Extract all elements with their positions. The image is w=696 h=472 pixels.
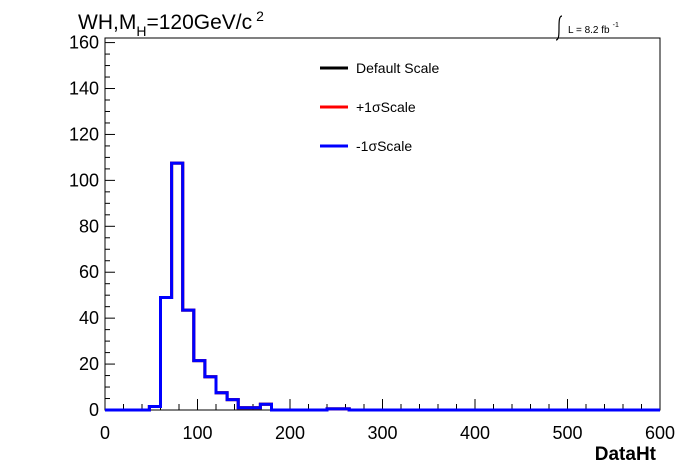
y-axis: 0 20 40 60 80 100 120 140 160 [69,33,115,420]
series-0-step-line [105,161,660,412]
series-1-step-line [105,161,660,412]
x-tick-label: 100 [182,423,212,443]
chart-title-sup: 2 [256,8,264,24]
x-tick-label: 600 [645,423,675,443]
x-tick-label: 300 [367,423,397,443]
luminosity-text: L = 8.2 fb [568,25,610,36]
luminosity-sup: -1 [613,22,619,29]
x-axis: 0 100 200 300 400 500 600 [100,399,675,443]
x-tick-label: 500 [552,423,582,443]
chart-title-rest: =120GeV/c [146,11,252,34]
x-tick-label: 0 [100,423,110,443]
x-tick-label: 200 [275,423,305,443]
y-tick-label: 100 [69,170,99,190]
series-layer [105,161,660,412]
svg-text:L = 8.2 fb-1: L = 8.2 fb -1 [568,22,619,36]
y-tick-label: 80 [79,216,99,236]
y-tick-label: 120 [69,124,99,144]
plot-frame [104,37,661,411]
chart-title: WH,MH=120GeV/c 2 [78,8,264,39]
y-tick-label: 0 [89,400,99,420]
y-tick-label: 20 [79,354,99,374]
x-axis-label: DataHt [595,444,657,465]
legend-label: -1σScale [356,138,412,154]
y-tick-label: 140 [69,79,99,99]
chart-title-sub: H [136,23,146,39]
y-tick-label: 40 [79,308,99,328]
legend: Default Scale +1σScale -1σScale [320,60,439,154]
legend-label: Default Scale [356,60,439,76]
series-2-step-line [105,161,660,412]
integral-sign [555,15,563,41]
chart-title-main: WH,M [78,11,136,34]
y-tick-label: 60 [79,262,99,282]
x-tick-label: 400 [460,423,490,443]
y-tick-label: 160 [69,33,99,53]
legend-label: +1σScale [356,99,416,115]
luminosity-label: L = 8.2 fb -1 [555,15,619,41]
